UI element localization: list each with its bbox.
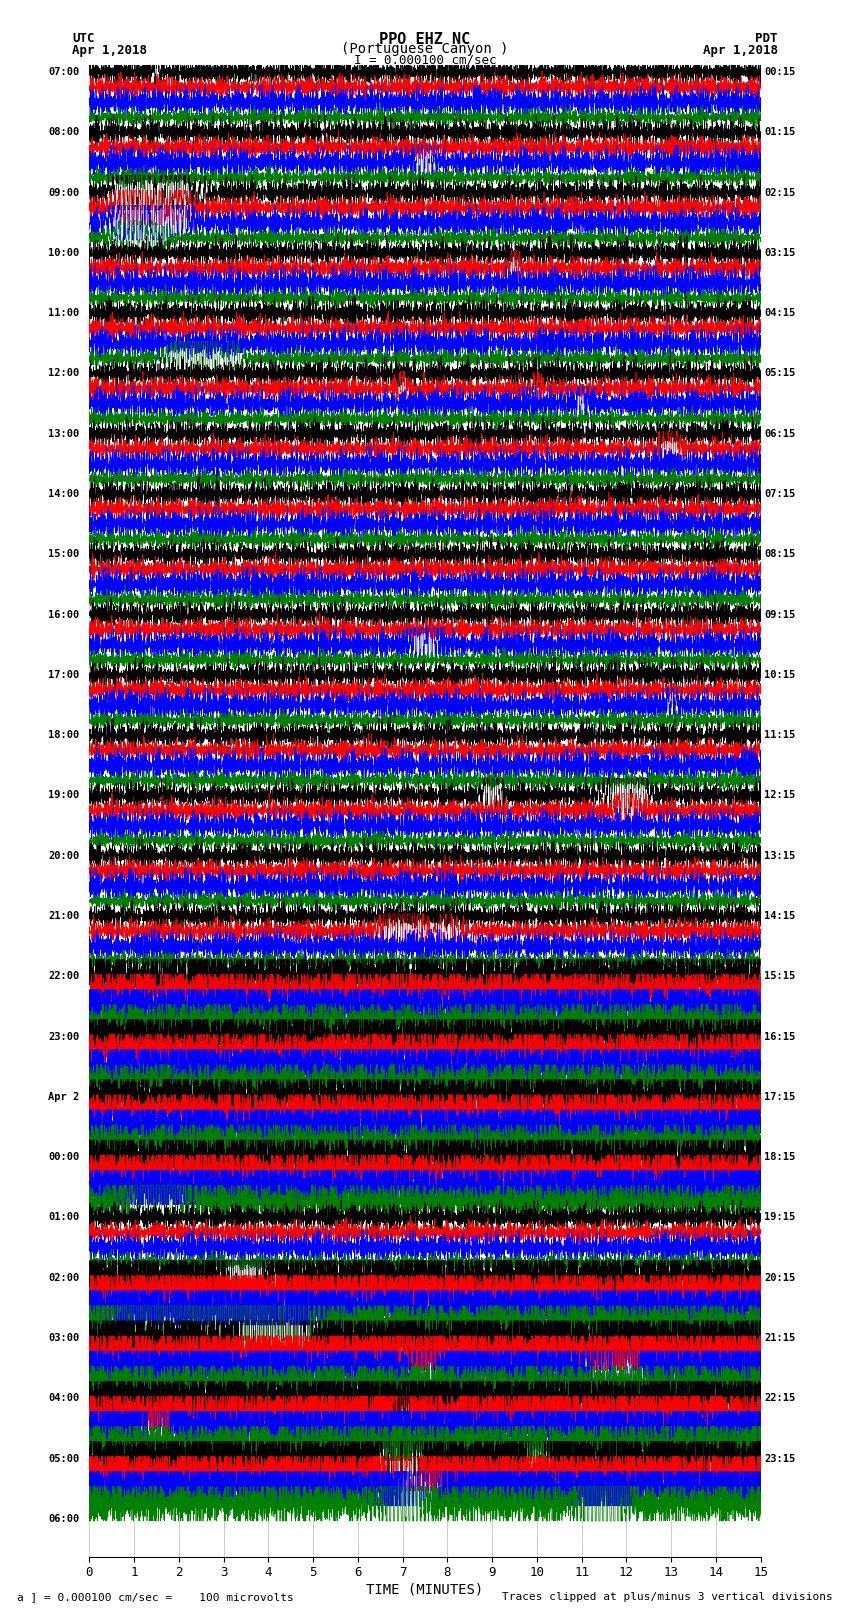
Text: PPO EHZ NC: PPO EHZ NC — [379, 32, 471, 47]
Text: 09:00: 09:00 — [48, 187, 79, 198]
Text: 10:00: 10:00 — [48, 248, 79, 258]
Text: 21:15: 21:15 — [764, 1332, 796, 1344]
Text: 15:15: 15:15 — [764, 971, 796, 981]
Text: 11:00: 11:00 — [48, 308, 79, 318]
X-axis label: TIME (MINUTES): TIME (MINUTES) — [366, 1582, 484, 1595]
Text: 08:15: 08:15 — [764, 550, 796, 560]
Text: (Portuguese Canyon ): (Portuguese Canyon ) — [341, 42, 509, 56]
Text: Apr 1,2018: Apr 1,2018 — [703, 44, 778, 56]
Text: 13:15: 13:15 — [764, 850, 796, 861]
Text: UTC: UTC — [72, 32, 94, 45]
Text: 06:15: 06:15 — [764, 429, 796, 439]
Text: 18:15: 18:15 — [764, 1152, 796, 1161]
Text: 00:15: 00:15 — [764, 68, 796, 77]
Text: 12:15: 12:15 — [764, 790, 796, 800]
Text: 07:15: 07:15 — [764, 489, 796, 498]
Text: 07:00: 07:00 — [48, 68, 79, 77]
Text: 18:00: 18:00 — [48, 731, 79, 740]
Text: 08:00: 08:00 — [48, 127, 79, 137]
Text: 17:00: 17:00 — [48, 669, 79, 681]
Text: 19:00: 19:00 — [48, 790, 79, 800]
Text: 14:00: 14:00 — [48, 489, 79, 498]
Text: I = 0.000100 cm/sec: I = 0.000100 cm/sec — [354, 53, 496, 66]
Text: 09:15: 09:15 — [764, 610, 796, 619]
Text: 12:00: 12:00 — [48, 368, 79, 379]
Text: 05:00: 05:00 — [48, 1453, 79, 1463]
Text: Traces clipped at plus/minus 3 vertical divisions: Traces clipped at plus/minus 3 vertical … — [502, 1592, 833, 1602]
Text: 13:00: 13:00 — [48, 429, 79, 439]
Text: a ] = 0.000100 cm/sec =    100 microvolts: a ] = 0.000100 cm/sec = 100 microvolts — [17, 1592, 294, 1602]
Text: 16:15: 16:15 — [764, 1032, 796, 1042]
Text: 10:15: 10:15 — [764, 669, 796, 681]
Text: 00:00: 00:00 — [48, 1152, 79, 1161]
Text: PDT: PDT — [756, 32, 778, 45]
Text: 19:15: 19:15 — [764, 1213, 796, 1223]
Text: 21:00: 21:00 — [48, 911, 79, 921]
Text: Apr 1,2018: Apr 1,2018 — [72, 44, 147, 56]
Text: 04:15: 04:15 — [764, 308, 796, 318]
Text: 05:15: 05:15 — [764, 368, 796, 379]
Text: Apr 2: Apr 2 — [48, 1092, 79, 1102]
Text: 20:15: 20:15 — [764, 1273, 796, 1282]
Text: 03:15: 03:15 — [764, 248, 796, 258]
Text: 01:00: 01:00 — [48, 1213, 79, 1223]
Text: 04:00: 04:00 — [48, 1394, 79, 1403]
Text: 16:00: 16:00 — [48, 610, 79, 619]
Text: 23:00: 23:00 — [48, 1032, 79, 1042]
Text: 22:15: 22:15 — [764, 1394, 796, 1403]
Text: 01:15: 01:15 — [764, 127, 796, 137]
Text: 11:15: 11:15 — [764, 731, 796, 740]
Text: 02:15: 02:15 — [764, 187, 796, 198]
Text: 14:15: 14:15 — [764, 911, 796, 921]
Text: 20:00: 20:00 — [48, 850, 79, 861]
Text: 06:00: 06:00 — [48, 1515, 79, 1524]
Text: 02:00: 02:00 — [48, 1273, 79, 1282]
Text: 17:15: 17:15 — [764, 1092, 796, 1102]
Text: 15:00: 15:00 — [48, 550, 79, 560]
Text: 22:00: 22:00 — [48, 971, 79, 981]
Text: 03:00: 03:00 — [48, 1332, 79, 1344]
Text: 23:15: 23:15 — [764, 1453, 796, 1463]
